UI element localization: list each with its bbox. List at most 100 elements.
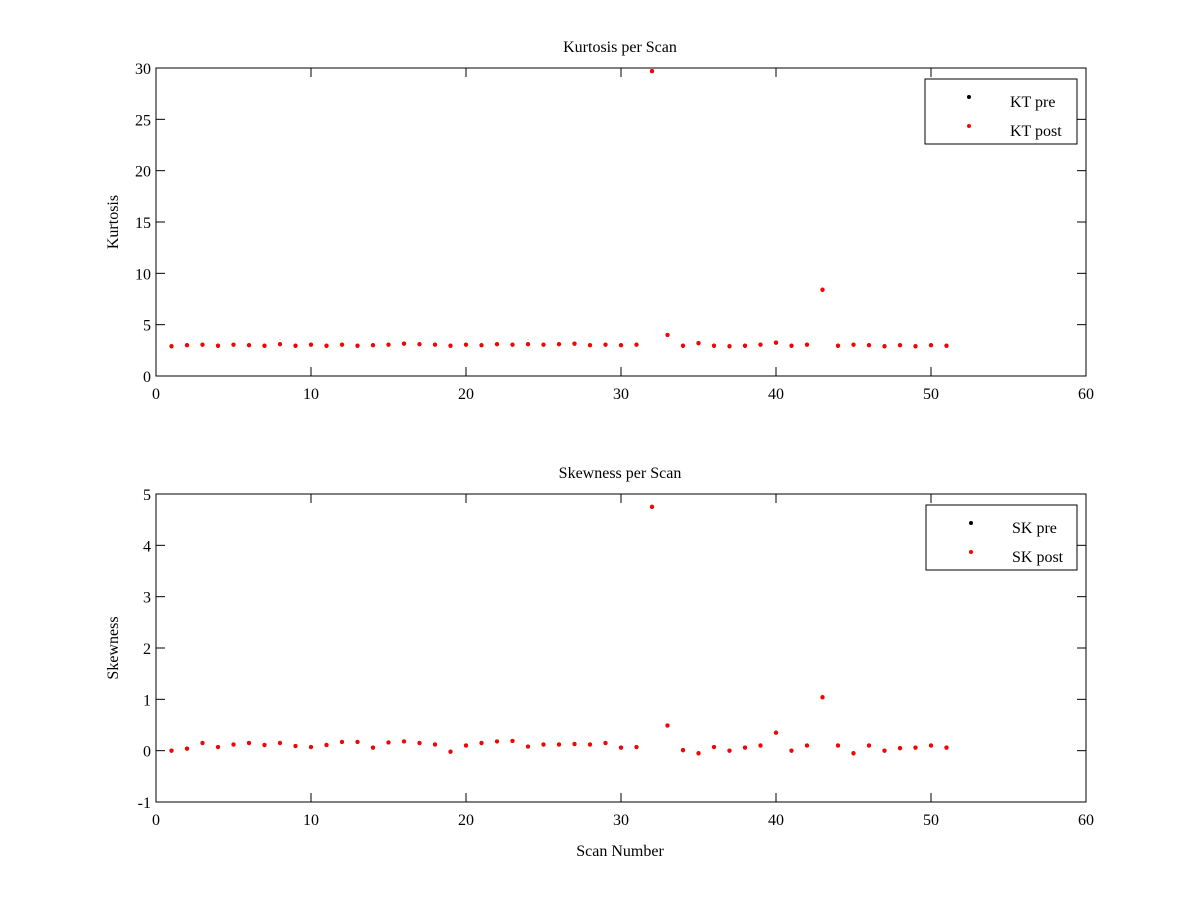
kurtosis-point-post <box>401 341 407 346</box>
kurtosis-point-post <box>277 342 283 347</box>
kurtosis-y-tick-label: 0 <box>143 369 151 386</box>
skewness-y-tick-label: 0 <box>143 744 151 761</box>
kurtosis-point-post <box>851 342 856 347</box>
skewness-y-axis-label: Skewness <box>105 616 122 679</box>
skewness-x-tick-label: 20 <box>458 812 474 829</box>
kurtosis-point-post <box>696 341 701 346</box>
skewness-point-post <box>200 740 205 746</box>
skewness-point-post <box>711 744 717 750</box>
skewness-point-post <box>401 739 407 744</box>
skewness-point-post <box>727 748 732 753</box>
skewness-legend: SK pre SK post <box>925 504 1078 571</box>
kurtosis-x-tick-label: 40 <box>768 386 784 403</box>
kurtosis-point-post <box>944 343 949 348</box>
kurtosis-point-post <box>835 343 841 348</box>
kurtosis-point-post <box>541 342 546 347</box>
skewness-y-tick-label: 4 <box>143 538 151 555</box>
kurtosis-point-post <box>556 342 562 347</box>
skewness-point-post <box>417 740 422 746</box>
skewness-point-post <box>944 745 949 750</box>
skewness-point-post <box>665 723 670 728</box>
kurtosis-point-post <box>262 343 267 348</box>
skewness-point-post <box>587 742 593 747</box>
kurtosis-point-post <box>680 343 686 348</box>
kurtosis-point-post <box>913 344 918 349</box>
skewness-legend-label-post: SK post <box>1012 549 1064 566</box>
skewness-x-tick-label: 0 <box>152 812 160 829</box>
skewness-x-tick-label: 10 <box>303 812 319 829</box>
kurtosis-x-tick-label: 50 <box>923 386 939 403</box>
kurtosis-point-post <box>339 342 345 347</box>
skewness-point-post <box>463 743 469 748</box>
kurtosis-legend: KT pre KT post <box>924 78 1078 145</box>
skewness-point-post <box>603 740 608 746</box>
skewness-point-post <box>556 742 562 747</box>
kurtosis-point-post <box>649 68 655 74</box>
kurtosis-point-post <box>603 342 608 347</box>
kurtosis-point-post <box>494 342 500 347</box>
kurtosis-point-post <box>587 343 593 348</box>
kurtosis-legend-label-post: KT post <box>1010 123 1062 140</box>
skewness-point-post <box>649 504 655 509</box>
kurtosis-point-post <box>618 343 624 348</box>
kurtosis-plot: Kurtosis per Scan 0 10 20 30 40 50 60 0 5 10 15 20 2… <box>105 39 1094 403</box>
skewness-point-post <box>820 695 825 700</box>
kurtosis-y-tick-label: 25 <box>135 112 151 129</box>
skewness-x-tick-label: 30 <box>613 812 629 829</box>
kurtosis-y-tick-label: 10 <box>135 266 151 283</box>
kurtosis-point-post <box>742 343 748 348</box>
skewness-point-post <box>882 748 887 753</box>
kurtosis-point-post <box>665 332 670 338</box>
skewness-point-post <box>835 743 841 748</box>
kurtosis-point-post <box>463 342 469 347</box>
skewness-point-post <box>355 739 360 745</box>
skewness-x-tick-label: 40 <box>768 812 784 829</box>
skewness-point-post <box>696 751 701 756</box>
kurtosis-x-tick-label: 0 <box>152 386 160 403</box>
skewness-y-tick-label: 1 <box>143 692 151 709</box>
skewness-point-post <box>851 751 856 756</box>
kurtosis-x-tick-label: 10 <box>303 386 319 403</box>
kurtosis-point-post <box>525 342 531 347</box>
skewness-point-post <box>541 742 546 747</box>
kurtosis-y-tick-label: 30 <box>135 61 151 78</box>
kurtosis-point-post <box>882 344 887 349</box>
skewness-points <box>169 504 949 756</box>
kurtosis-point-post <box>184 343 190 348</box>
skewness-point-post <box>339 739 345 745</box>
kurtosis-point-post <box>432 342 438 347</box>
skewness-point-post <box>510 738 515 744</box>
skewness-x-tick-label: 60 <box>1078 812 1094 829</box>
skewness-point-post <box>758 743 763 748</box>
skewness-point-post <box>184 746 190 751</box>
skewness-point-post <box>246 740 252 746</box>
kurtosis-point-post <box>169 344 174 349</box>
kurtosis-point-post <box>789 343 794 348</box>
kurtosis-point-post <box>448 343 453 348</box>
skewness-legend-marker-pre <box>969 521 973 525</box>
kurtosis-y-tick-label: 15 <box>135 215 151 232</box>
kurtosis-point-post <box>510 342 515 347</box>
kurtosis-y-tick-label: 20 <box>135 164 151 181</box>
skewness-point-post <box>897 746 903 751</box>
skewness-point-post <box>572 741 577 747</box>
skewness-y-tick-label: 2 <box>143 641 151 658</box>
skewness-legend-box <box>925 504 1078 571</box>
skewness-x-tick-label: 50 <box>923 812 939 829</box>
kurtosis-point-post <box>215 343 221 348</box>
skewness-point-post <box>866 743 872 748</box>
kurtosis-point-post <box>773 340 779 345</box>
skewness-point-post <box>370 745 376 750</box>
skewness-x-axis-label: Scan Number <box>576 843 664 860</box>
skewness-point-post <box>293 743 298 749</box>
kurtosis-point-post <box>370 343 376 348</box>
skewness-legend-label-pre: SK pre <box>1012 520 1057 537</box>
skewness-point-post <box>231 742 236 747</box>
skewness-y-tick-label: -1 <box>138 795 151 812</box>
skewness-chart-title: Skewness per Scan <box>559 465 682 482</box>
skewness-point-post <box>525 744 531 749</box>
kurtosis-point-post <box>231 342 236 347</box>
kurtosis-point-post <box>355 343 360 348</box>
